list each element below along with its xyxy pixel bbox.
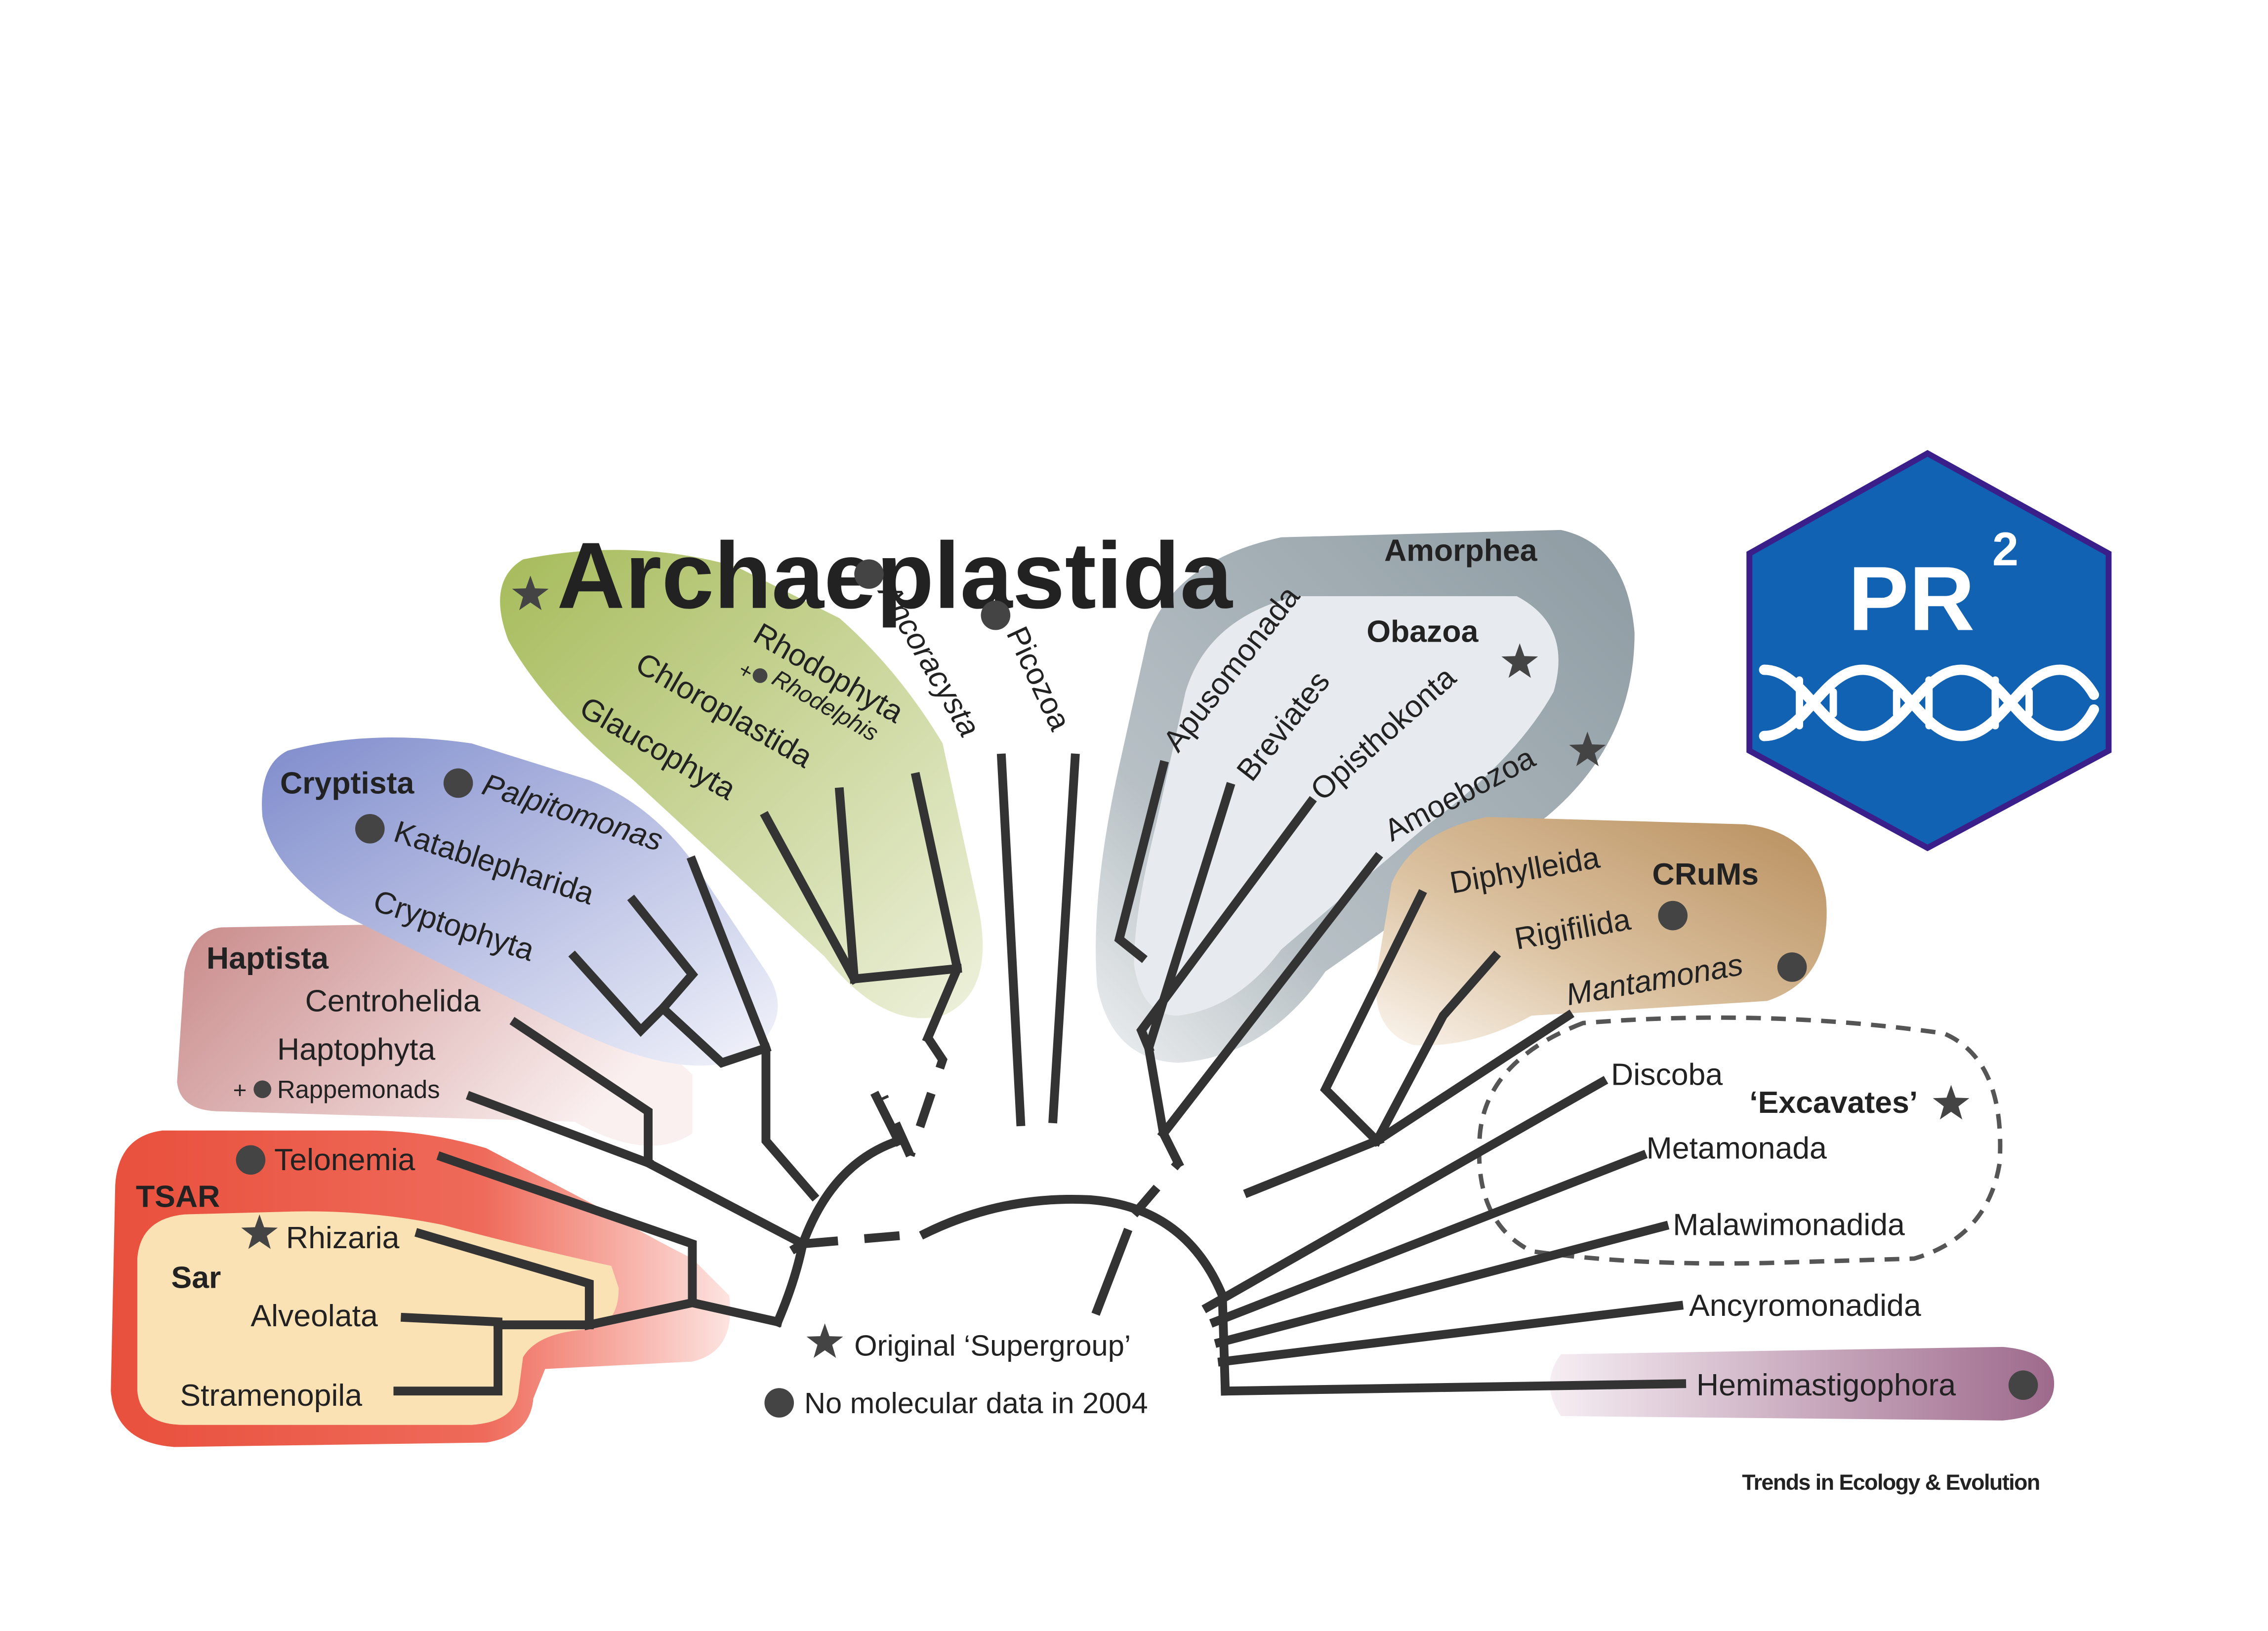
centrohelida-label: Centrohelida: [305, 983, 481, 1018]
crums-region: [1376, 816, 1827, 1046]
alveolata-label: Alveolata: [250, 1299, 378, 1333]
journal-credit: Trends in Ecology & Evolution: [1742, 1470, 2039, 1495]
legend-star-icon: [806, 1323, 843, 1358]
dna-helix-icon: [1759, 664, 2099, 741]
pr2-logo: PR 2: [1746, 450, 2112, 852]
tsar-label: TSAR: [136, 1180, 220, 1214]
ancyromonadida-label: Ancyromonadida: [1689, 1288, 1921, 1323]
rappemonads-plus: +: [233, 1077, 247, 1103]
haptophyta-label: Haptophyta: [277, 1032, 435, 1067]
obazoa-region: [1134, 596, 1559, 1016]
haptista-region: [177, 924, 693, 1146]
hemimastigophora-label: Hemimastigophora: [1696, 1368, 1956, 1402]
hemimastigophora-region: [1550, 1346, 2055, 1421]
rhizaria-label: Rhizaria: [286, 1221, 400, 1255]
legend-star-label: Original ‘Supergroup’: [854, 1329, 1131, 1362]
malawimonadida-label: Malawimonadida: [1673, 1207, 1905, 1242]
rappemonads-dot-icon: [253, 1080, 272, 1099]
archaeplastida-region: [500, 550, 983, 1019]
excavates-star-icon: [1933, 1085, 1970, 1120]
rappemonads-label: Rappemonads: [277, 1075, 440, 1103]
tree-branches: [393, 753, 1687, 1396]
hemimastigophora-dot-icon: [2008, 1370, 2038, 1400]
logo-hexagon: [1746, 450, 2112, 852]
obazoa-label: Obazoa: [1366, 614, 1479, 649]
katablepharida-dot-icon: [355, 814, 385, 844]
archaeplastida-label: Archaeplastida: [557, 523, 1233, 628]
rigifilida-dot-icon: [1658, 900, 1688, 931]
ancoracysta-dot-icon: [854, 559, 884, 589]
logo-text: PR: [1848, 548, 1975, 650]
cryptista-region: [262, 737, 778, 1066]
logo-superscript: 2: [1992, 523, 2019, 575]
picozoa-dot-icon: [981, 600, 1011, 630]
palpitomonas-dot-icon: [443, 768, 473, 798]
stramenopila-label: Stramenopila: [180, 1378, 362, 1413]
metamonada-label: Metamonada: [1647, 1131, 1827, 1165]
cryptista-label: Cryptista: [280, 766, 414, 800]
mantamonas-dot-icon: [1777, 952, 1807, 982]
sar-label: Sar: [171, 1261, 221, 1295]
telonemia-label: Telonemia: [274, 1142, 415, 1177]
legend: Original ‘Supergroup’ No molecular data …: [764, 1323, 1148, 1420]
crums-label: CRuMs: [1652, 857, 1759, 892]
discoba-label: Discoba: [1611, 1057, 1723, 1092]
haptista-label: Haptista: [206, 941, 329, 976]
amorphea-label: Amorphea: [1384, 533, 1538, 568]
legend-dot-icon: [764, 1388, 794, 1418]
rhodelphis-dot-icon: [752, 668, 768, 683]
telonemia-dot-icon: [236, 1145, 266, 1175]
excavates-label: ‘Excavates’: [1749, 1085, 1918, 1120]
picozoa-label: Picozoa: [1000, 621, 1078, 736]
legend-dot-label: No molecular data in 2004: [804, 1386, 1148, 1420]
